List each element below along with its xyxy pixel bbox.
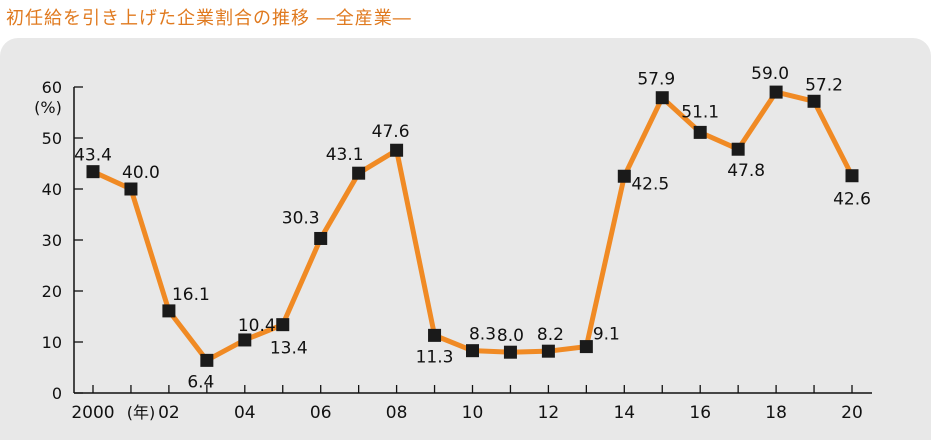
- data-label: 30.3: [282, 208, 320, 228]
- series-line: [91, 89, 855, 363]
- data-point-marker: [655, 91, 669, 105]
- y-tick-label: 30: [42, 231, 62, 250]
- x-tick-label: 12: [538, 403, 560, 423]
- data-label: 6.4: [187, 372, 214, 392]
- data-label: 16.1: [172, 285, 210, 305]
- data-point-marker: [124, 182, 138, 196]
- data-point-marker: [238, 333, 252, 347]
- data-label: 8.0: [497, 326, 524, 346]
- data-point-marker: [276, 318, 290, 332]
- data-label: 9.1: [593, 325, 620, 345]
- x-tick-label: 08: [386, 403, 408, 423]
- data-label: 10.4: [238, 316, 276, 336]
- data-label: 57.2: [805, 75, 843, 95]
- data-label: 8.2: [537, 325, 564, 345]
- data-point-marker: [86, 165, 100, 179]
- data-label: 42.6: [833, 190, 871, 210]
- data-point-marker: [390, 143, 404, 157]
- data-point-marker: [200, 353, 214, 367]
- data-point-marker: [731, 142, 745, 156]
- data-label: 8.3: [469, 325, 496, 345]
- y-tick-label: 60: [42, 78, 62, 97]
- data-label: 47.6: [372, 122, 410, 142]
- data-point-marker: [769, 85, 783, 99]
- x-tick-label: 14: [613, 403, 635, 423]
- data-point-marker: [579, 340, 593, 354]
- x-tick-label: 10: [462, 403, 484, 423]
- data-label: 11.3: [416, 347, 454, 367]
- data-point-marker: [845, 169, 859, 183]
- x-tick-label: 16: [689, 403, 711, 423]
- data-label: 43.1: [326, 145, 364, 165]
- data-point-marker: [693, 125, 707, 139]
- data-point-marker: [428, 328, 442, 342]
- data-point-marker: [162, 304, 176, 318]
- x-axis-label: (年): [127, 403, 156, 422]
- data-label: 51.1: [681, 102, 719, 122]
- data-label: 59.0: [751, 64, 789, 84]
- data-label: 47.8: [727, 161, 765, 181]
- x-tick-label: 2000: [71, 403, 114, 423]
- data-label: 57.9: [637, 70, 675, 90]
- x-tick-label: 18: [765, 403, 787, 423]
- x-tick-label: 20: [841, 403, 863, 423]
- y-tick-label: 20: [42, 282, 62, 301]
- data-point-marker: [503, 345, 517, 359]
- y-tick-label: 50: [42, 129, 62, 148]
- data-point-marker: [466, 344, 479, 358]
- data-label: 42.5: [631, 174, 669, 194]
- data-point-marker: [541, 344, 555, 358]
- y-tick-label: 10: [42, 333, 62, 352]
- y-axis-label: (%): [34, 98, 62, 117]
- x-tick-label: 04: [234, 403, 256, 423]
- chart-title: 初任給を引き上げた企業割合の推移 ―全産業―: [6, 8, 412, 29]
- data-point-marker: [807, 94, 821, 108]
- data-label: 40.0: [122, 163, 160, 183]
- data-point-marker: [617, 169, 631, 183]
- y-tick-label: 40: [42, 180, 62, 199]
- data-label: 13.4: [270, 339, 308, 359]
- data-label: 43.4: [74, 146, 112, 166]
- data-point-marker: [352, 166, 366, 180]
- x-tick-label: 06: [310, 403, 332, 423]
- y-tick-label: 0: [52, 384, 62, 403]
- x-tick-label: 02: [158, 403, 180, 423]
- chart-panel: [0, 38, 931, 440]
- data-point-marker: [314, 231, 328, 245]
